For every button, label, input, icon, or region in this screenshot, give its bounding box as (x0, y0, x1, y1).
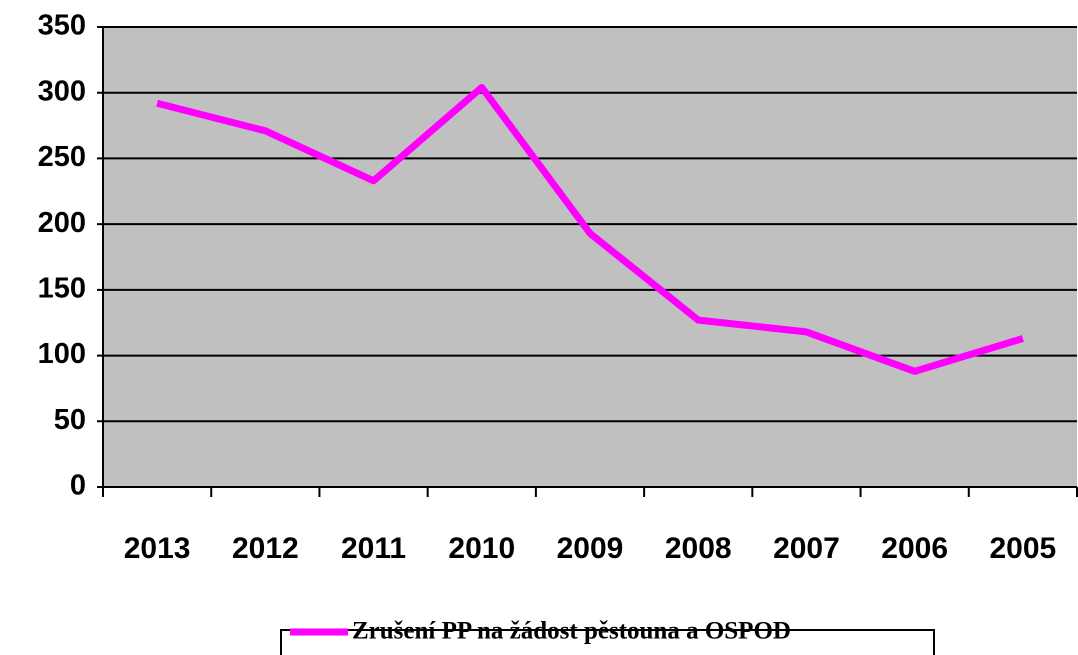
x-tick-label: 2007 (773, 532, 840, 565)
legend-box (280, 629, 935, 655)
x-tick-label: 2010 (448, 532, 515, 565)
y-tick-label: 300 (38, 75, 86, 107)
x-tick-label: 2009 (557, 532, 624, 565)
data-line (156, 83, 1024, 375)
y-tick-label: 150 (38, 273, 86, 305)
plot-area (103, 27, 1077, 487)
x-tick-label: 2012 (232, 532, 299, 565)
y-tick-label: 200 (38, 207, 86, 239)
y-tick-label: 100 (38, 338, 86, 370)
y-tick-label: 250 (38, 141, 86, 173)
x-tick-label: 2006 (881, 532, 948, 565)
x-tick-label: 2013 (124, 532, 191, 565)
legend-label: Zrušení PP na žádost pěstouna a OSPOD (352, 618, 791, 645)
x-tick-label: 2011 (341, 532, 406, 565)
y-tick-label: 350 (38, 10, 86, 42)
y-tick-label: 0 (70, 470, 86, 502)
x-tick-label: 2008 (665, 532, 732, 565)
x-tick-label: 2005 (990, 532, 1057, 565)
y-tick-label: 50 (54, 404, 86, 436)
